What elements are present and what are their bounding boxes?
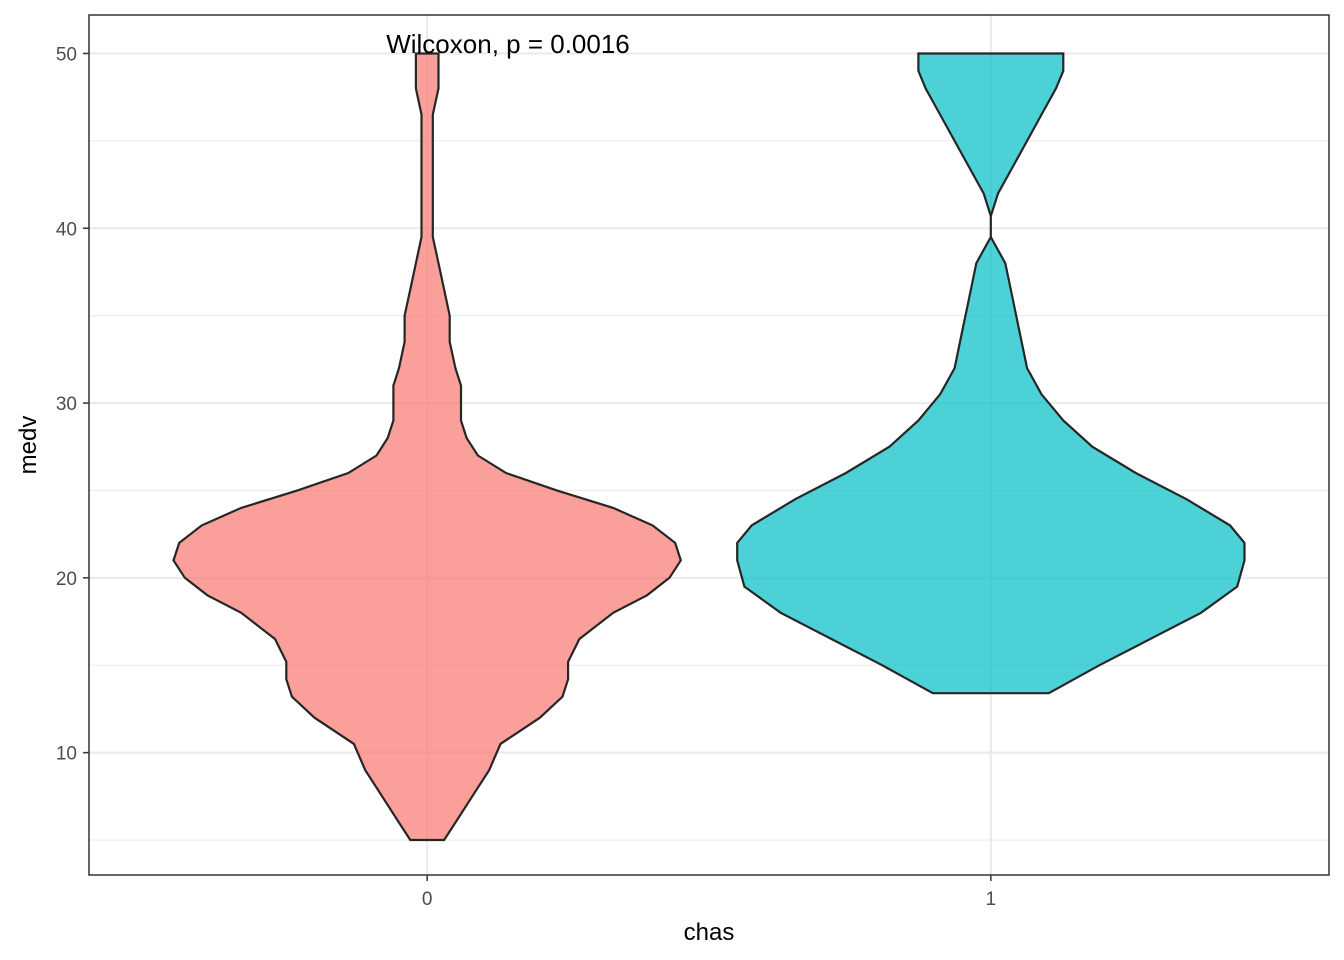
annotation-text: Wilcoxon, p = 0.0016 [386,29,630,59]
plot-panel-background [89,15,1329,875]
panel-border [88,14,1330,876]
ticks: 10 20 30 40 50 0 1 [56,44,996,910]
violin-chas-0 [172,52,683,842]
y-tick-label: 10 [56,744,77,765]
violin-chas-1 [736,52,1246,695]
y-axis-title: medv [15,416,42,475]
y-tick-label: 20 [56,569,77,590]
violins [172,52,1246,842]
x-tick-label: 0 [422,889,433,910]
x-axis-title: chas [684,919,735,946]
y-tick-label: 40 [56,219,77,240]
y-tick-label: 30 [56,394,77,415]
x-tick-label: 1 [986,889,997,910]
y-tick-label: 50 [56,44,77,65]
